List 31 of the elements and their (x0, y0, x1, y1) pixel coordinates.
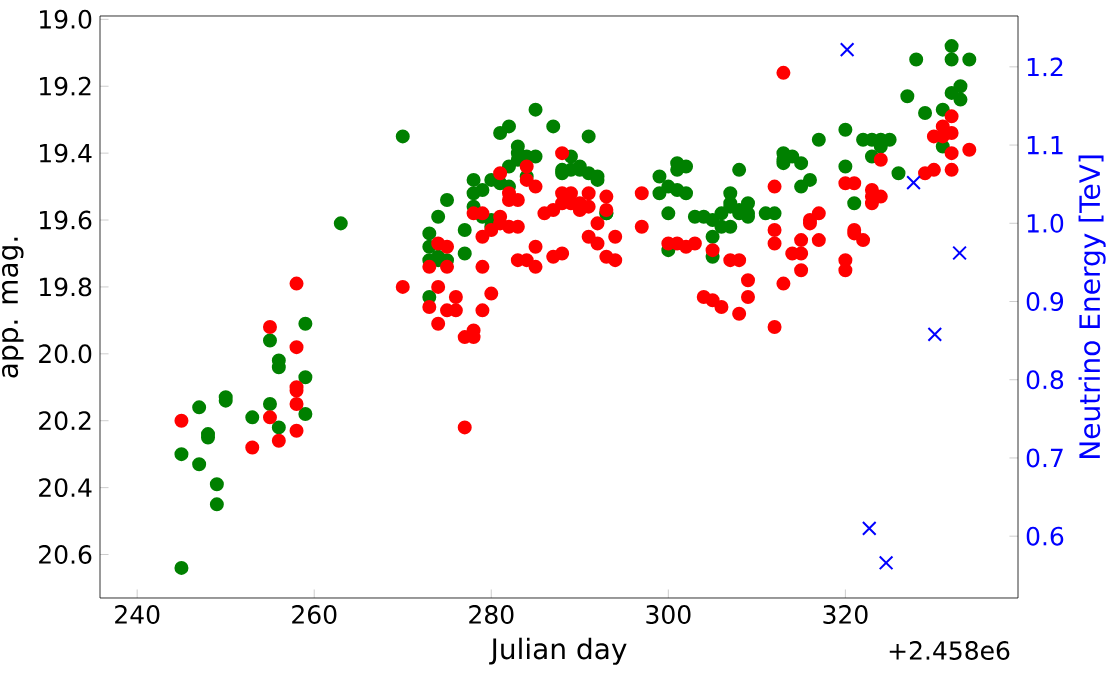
point (878, 555, 894, 571)
text: +2.458e6 (889, 641, 1010, 660)
x-axis-title: Julian day (489, 637, 627, 665)
x-tick-label: 320 (823, 605, 868, 624)
y-tick-label: 20.4 (39, 478, 92, 498)
y2-axis-title: Neutrino Energy [TeV] (1078, 155, 1106, 458)
y-tick-label: 20.6 (39, 545, 92, 564)
y-tick-label: 20.0 (39, 344, 92, 364)
point (861, 521, 877, 536)
y2-tick-label: 0.7 (1026, 448, 1063, 468)
y-tick-label: 20.2 (39, 411, 91, 431)
x-tick-label: 300 (646, 605, 691, 624)
y2-tick-label: 1.2 (1027, 57, 1063, 77)
x-tick-label: 280 (469, 605, 514, 624)
y-axis-title: app. mag. (2, 237, 24, 378)
y2-tick-label: 1.1 (1027, 135, 1063, 155)
y2-tick-label: 0.9 (1026, 292, 1064, 311)
y2-tick-label: 0.6 (1026, 526, 1064, 546)
x-tick-label: 240 (115, 605, 160, 624)
y-tick-label: 19.6 (40, 210, 92, 230)
y-tick-label: 19.0 (40, 9, 92, 29)
y-tick-label: 19.4 (40, 143, 92, 163)
point (839, 42, 855, 57)
point (952, 245, 967, 261)
point (927, 327, 943, 342)
point (906, 175, 921, 190)
y2-tick-label: 0.8 (1026, 370, 1064, 390)
y-tick-label: 19.2 (40, 76, 91, 96)
y2-tick-label: 1.0 (1027, 213, 1064, 233)
y-tick-label: 19.8 (40, 277, 92, 297)
x-tick-label: 260 (292, 605, 337, 624)
